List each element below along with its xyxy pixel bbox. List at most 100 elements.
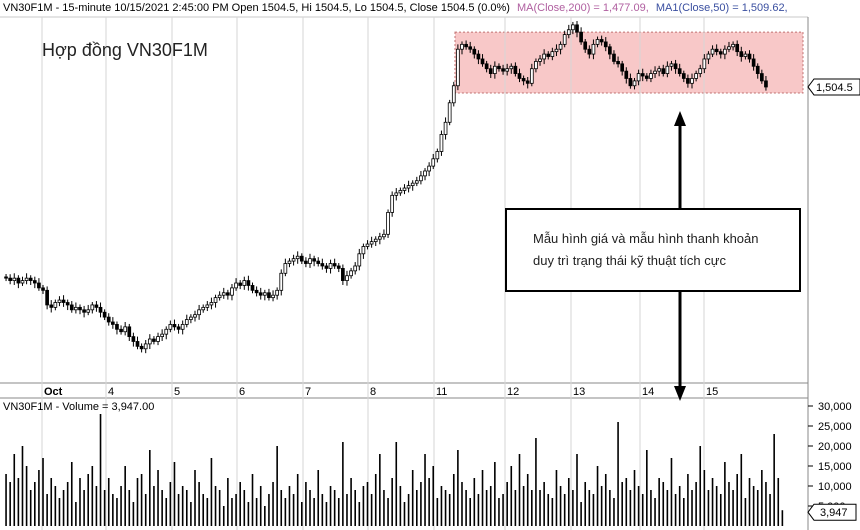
volume-bar <box>157 470 159 526</box>
volume-bar <box>395 442 398 526</box>
volume-bar <box>288 486 291 526</box>
candle-body <box>488 68 493 74</box>
volume-bar <box>609 490 611 526</box>
candle-body <box>603 41 608 48</box>
volume-bar <box>424 454 426 526</box>
candles-series <box>4 20 768 354</box>
volume-bar <box>547 494 550 526</box>
contract-title: Hợp đồng VN30F1M <box>42 40 208 60</box>
candle-body <box>464 43 468 48</box>
volume-bar <box>161 490 163 526</box>
candle-body <box>665 65 670 74</box>
volume-bar <box>654 498 656 526</box>
volume-bar <box>169 482 172 526</box>
volume-bar <box>321 494 324 526</box>
volume-bar <box>379 454 381 526</box>
volume-bar <box>494 462 496 526</box>
volume-bar <box>506 482 508 526</box>
volume-bar <box>756 490 759 526</box>
volume-bar <box>641 494 644 526</box>
candle-body <box>41 287 45 291</box>
volume-bar <box>153 486 155 526</box>
volume-bar <box>276 446 278 526</box>
candle-body <box>727 46 731 50</box>
candle-body <box>747 53 752 60</box>
candle-body <box>193 314 197 318</box>
volume-bar <box>526 474 529 526</box>
candle-body <box>571 24 575 31</box>
volume-bar <box>637 486 640 526</box>
volume-bar <box>214 486 217 526</box>
volume-bar <box>469 498 472 526</box>
candle-body <box>115 324 119 330</box>
candle-body <box>65 302 70 306</box>
volume-bar <box>465 490 467 526</box>
candle-body <box>184 319 189 325</box>
volume-bar <box>79 478 81 526</box>
candle-body <box>414 180 419 184</box>
candle-body <box>764 80 768 88</box>
volume-bar <box>95 486 98 526</box>
volume-bar <box>699 446 702 526</box>
volume-axis-label: 15,000 <box>818 461 852 473</box>
volume-bar <box>658 478 660 526</box>
candle-body <box>443 121 448 135</box>
volume-bar <box>300 502 303 526</box>
candle-body <box>509 65 514 70</box>
volume-bar <box>112 494 114 526</box>
volume-bar <box>444 490 447 526</box>
volume-bar <box>473 478 476 526</box>
candle-body <box>484 63 489 70</box>
volume-bar <box>264 506 266 526</box>
symbol-info: VN30F1M - 15-minute 10/15/2021 2:45:00 P… <box>3 2 510 14</box>
volume-bar <box>165 498 168 526</box>
volume-bar <box>498 498 500 526</box>
candle-body <box>131 336 136 342</box>
candle-body <box>234 282 238 289</box>
candle-body <box>28 277 33 281</box>
volume-bar <box>744 498 747 526</box>
candle-body <box>550 51 555 57</box>
volume-bar <box>374 474 377 526</box>
candle-body <box>32 280 37 284</box>
candle-body <box>755 65 760 74</box>
candle-body <box>82 309 86 313</box>
volume-bar <box>284 498 287 526</box>
volume-bar <box>5 474 7 526</box>
candle-body <box>493 65 497 74</box>
candle-body <box>456 48 460 87</box>
volume-bar <box>711 478 714 526</box>
candle-body <box>402 187 407 191</box>
volume-bar <box>218 490 221 526</box>
x-tick-label: 11 <box>436 386 447 398</box>
candle-body <box>653 70 657 74</box>
volume-bar <box>485 490 488 526</box>
candle-body <box>628 78 633 87</box>
candle-body <box>378 236 382 240</box>
candle-body <box>111 321 115 325</box>
candle-body <box>332 263 337 267</box>
volume-bar <box>576 454 578 526</box>
candle-body <box>731 43 735 48</box>
volume-bar <box>420 482 422 526</box>
candle-body <box>435 151 440 160</box>
volume-bar <box>21 446 24 526</box>
candle-body <box>525 80 530 84</box>
volume-bar <box>239 482 241 526</box>
candle-body <box>98 306 103 313</box>
candle-body <box>139 345 144 350</box>
volume-bar <box>9 482 11 526</box>
volume-bar <box>350 478 352 526</box>
volume-bar <box>452 474 455 526</box>
candle-body <box>640 73 645 77</box>
volume-bar <box>535 438 537 526</box>
candle-body <box>291 258 296 262</box>
callout-line-1: Mẫu hình giá và mẫu hình thanh khoản <box>533 231 759 246</box>
candle-body <box>677 68 682 74</box>
candle-body <box>447 102 452 123</box>
volume-bar <box>251 474 254 526</box>
volume-bar <box>502 494 504 526</box>
last-price-marker: 1,504.5 <box>807 78 860 96</box>
candle-body <box>189 316 193 320</box>
